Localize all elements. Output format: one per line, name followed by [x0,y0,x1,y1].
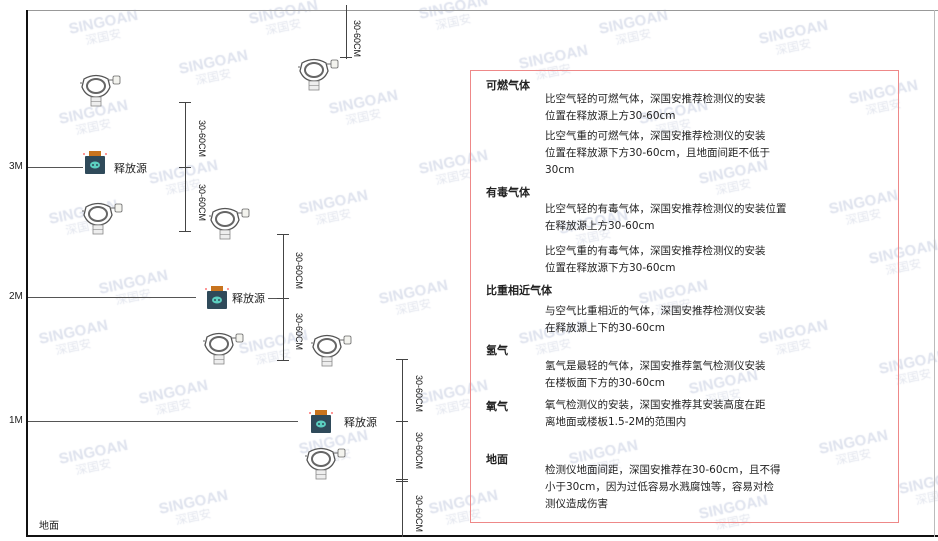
paragraph: 比空气重的可燃气体，深国安推荐检测仪的安装 位置在释放源下方30-60cm，且地面… [545,128,770,179]
text-line: 在释放源上下的30-60cm [545,322,666,334]
release-source-icon [82,150,108,180]
gas-detector-icon [296,57,340,95]
gas-detector-icon [207,206,251,244]
paragraph: 比空气轻的有毒气体，深国安推荐检测仪的安装位置 在释放源上方30-60cm [545,201,787,235]
dimension-line [346,5,347,59]
text-line: 在楼板面下方的30-60cm [545,377,666,389]
dimension-tick [277,298,289,299]
paragraph: 比空气重的有毒气体，深国安推荐检测仪的安装 位置在释放源下方30-60cm [545,243,766,277]
level-line-2m [28,297,196,298]
floor-line [26,535,938,537]
section-title: 比重相近气体 [486,284,552,297]
dimension-tick [179,102,191,103]
text-line: 30cm [545,164,575,176]
paragraph: 与空气比重相近的气体，深国安推荐检测仪安装 在释放源上下的30-60cm [545,303,766,337]
dimension-line [402,359,403,537]
dimension-label: 30-60CM [414,375,424,413]
dimension-label: 30-60CM [197,184,207,222]
right-edge-line [934,10,935,537]
text-line: 氧气检测仪的安装，深国安推荐其安装高度在距 [545,399,766,411]
gas-detector-icon [78,73,122,111]
recommendation-panel [470,70,899,523]
paragraph: 比空气轻的可燃气体，深国安推荐检测仪的安装 位置在释放源上方30-60cm [545,91,766,125]
section-title: 可燃气体 [486,79,530,92]
dimension-tick [179,231,191,232]
release-source-label: 释放源 [114,162,147,175]
dimension-tick [340,57,352,58]
release-source-label: 释放源 [344,416,377,429]
text-line: 比空气重的可燃气体，深国安推荐检测仪的安装 [545,130,766,142]
dimension-tick [396,421,408,422]
text-line: 位置在释放源下方30-60cm [545,262,676,274]
text-line: 与空气比重相近的气体，深国安推荐检测仪安装 [545,305,766,317]
level-line-1m [28,421,298,422]
section-title: 有毒气体 [486,186,530,199]
text-line: 小于30cm，因为过低容易水溅腐蚀等，容易对检 [545,481,774,493]
text-line: 在释放源上方30-60cm [545,220,655,232]
text-line: 离地面或楼板1.5-2M的范围内 [545,416,687,428]
level-line-3m [28,167,83,168]
section-title: 氢气 [486,344,508,357]
text-line: 测仪造成伤害 [545,498,608,510]
dimension-label: 30-60CM [414,495,424,533]
paragraph: 氧气检测仪的安装，深国安推荐其安装高度在距 离地面或楼板1.5-2M的范围内 [545,397,766,431]
level-label-3m: 3M [9,161,23,172]
dimension-tick [396,481,408,482]
paragraph: 氢气是最轻的气体，深国安推荐氢气检测仪安装 在楼板面下方的30-60cm [545,358,766,392]
level-label-2m: 2M [9,291,23,302]
release-source-label: 释放源 [232,292,265,305]
level-label-1m: 1M [9,415,23,426]
dimension-label: 30-60CM [294,313,304,351]
dimension-label: 30-60CM [352,20,362,58]
text-line: 位置在释放源下方30-60cm，且地面间距不低于 [545,147,771,159]
gas-detector-icon [201,331,245,369]
ceiling-line [27,10,938,11]
text-line: 比空气轻的可燃气体，深国安推荐检测仪的安装 [545,93,766,105]
section-title: 地面 [486,453,508,466]
release-source-icon [308,409,334,439]
text-line: 位置在释放源上方30-60cm [545,110,676,122]
dimension-tick [277,234,289,235]
dimension-label: 30-60CM [414,432,424,470]
floor-label: 地面 [39,521,59,532]
section-title: 氧气 [486,400,508,413]
wall-line [26,10,28,537]
text-line: 检测仪地面间距，深国安推荐在30-60cm，且不得 [545,464,781,476]
dimension-tick [179,167,191,168]
dimension-label: 30-60CM [294,252,304,290]
paragraph: 检测仪地面间距，深国安推荐在30-60cm，且不得 小于30cm，因为过低容易水溅… [545,462,781,513]
gas-detector-icon [80,201,124,239]
dimension-tick [277,360,289,361]
release-source-icon [204,285,230,315]
dimension-line [283,234,284,361]
dimension-tick [396,479,408,480]
text-line: 比空气轻的有毒气体，深国安推荐检测仪的安装位置 [545,203,787,215]
text-line: 比空气重的有毒气体，深国安推荐检测仪的安装 [545,245,766,257]
dimension-label: 30-60CM [197,120,207,158]
text-line: 氢气是最轻的气体，深国安推荐氢气检测仪安装 [545,360,766,372]
gas-detector-icon [303,446,347,484]
gas-detector-icon [309,333,353,371]
dimension-tick [396,359,408,360]
